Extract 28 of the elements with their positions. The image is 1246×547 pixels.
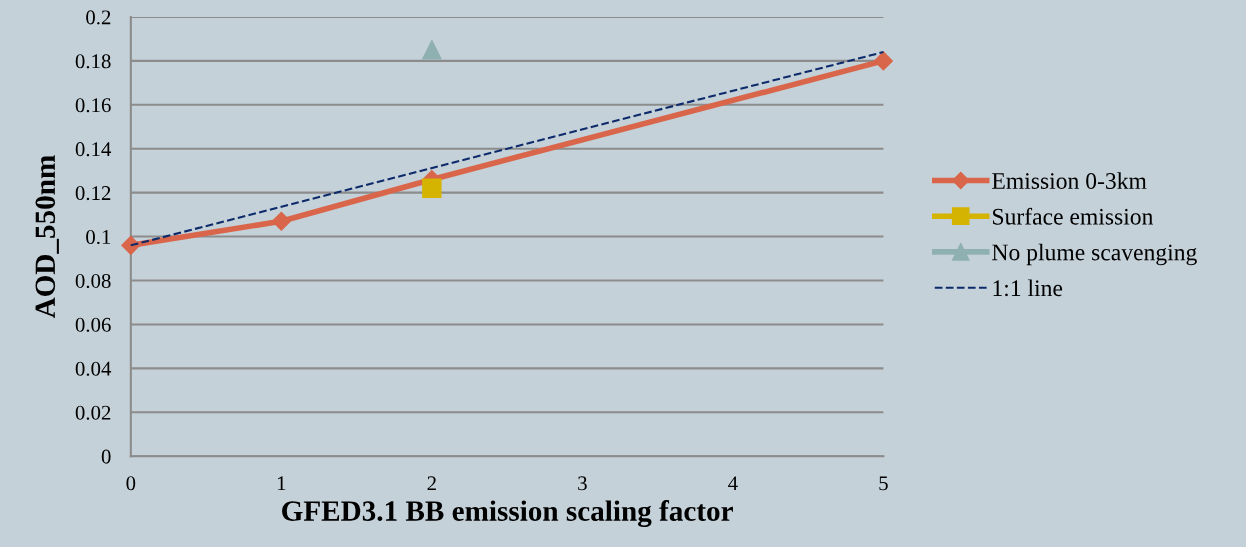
x-tick-label: 4 (728, 476, 738, 491)
x-tick-label: 3 (578, 476, 587, 491)
legend-label: 1:1 line (993, 279, 1063, 297)
y-tick-label: 0.18 (75, 54, 111, 69)
y-axis-title: AOD_550nm (35, 155, 59, 319)
x-axis-title: GFED3.1 BB emission scaling factor (282, 500, 733, 528)
x-tick-label: 0 (126, 476, 136, 491)
x-tick-label: 1 (277, 476, 286, 491)
y-tick-label: 0.1 (86, 229, 111, 245)
y-tick-label: 0 (101, 449, 111, 464)
y-tick-label: 0.08 (75, 273, 111, 289)
x-tick-label: 5 (879, 476, 888, 491)
legend-label: Emission 0-3km (992, 172, 1147, 189)
point (422, 178, 442, 198)
y-tick-label: 0.02 (75, 405, 111, 420)
y-tick-label: 0.14 (75, 142, 112, 157)
point (422, 40, 442, 60)
point (271, 211, 291, 231)
point (873, 51, 893, 71)
x-tick-label: 2 (427, 476, 436, 491)
legend-label: Surface emission (993, 207, 1154, 225)
point (121, 235, 141, 255)
y-tick-label: 0.2 (86, 10, 111, 25)
legend-label: No plume scavenging (992, 243, 1197, 266)
y-tick-label: 0.12 (75, 186, 111, 201)
y-tick-label: 0.06 (75, 317, 111, 332)
y-tick-label: 0.16 (75, 98, 111, 113)
y-tick-label: 0.04 (75, 361, 112, 376)
